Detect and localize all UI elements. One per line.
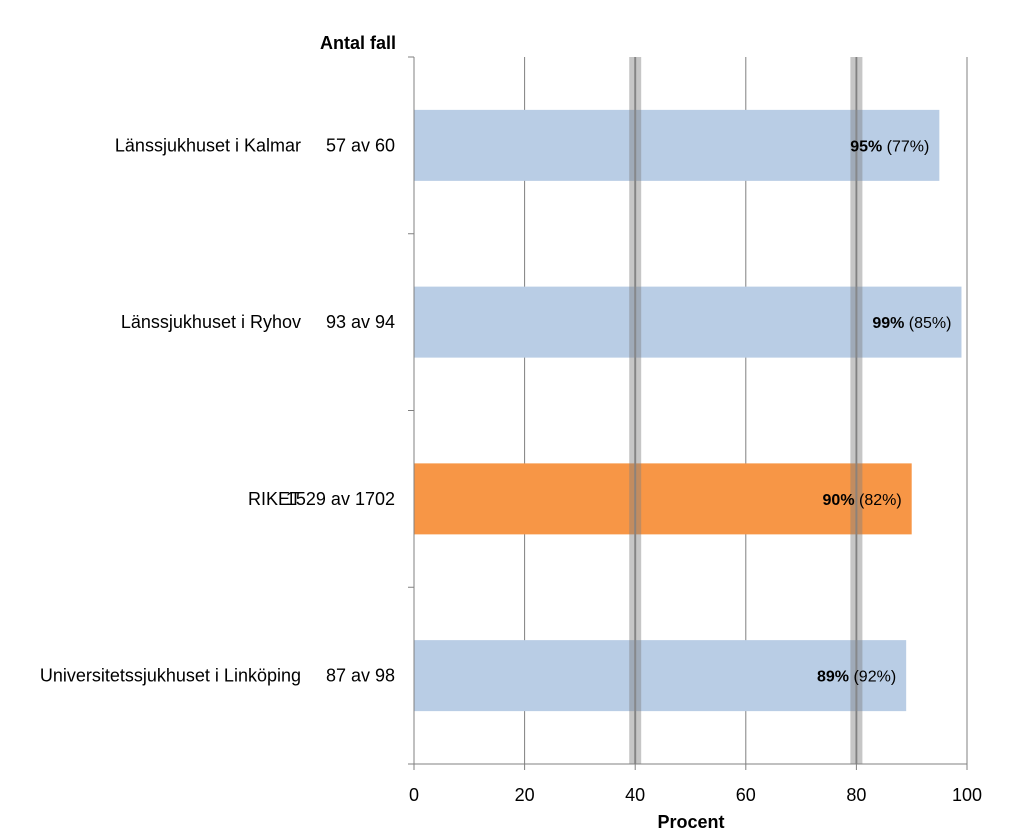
x-tick-label: 20 [515,785,535,805]
bar [414,109,940,181]
bar [414,640,907,712]
x-tick-label: 60 [736,785,756,805]
axes: 0 20 40 60 80 100 [408,56,982,805]
data-label-previous: (77%) [882,138,929,155]
labels: Länssjukhuset i Kalmar 57 av 60 95% (77%) L… [40,135,952,685]
count-label: 93 av 94 [326,312,395,332]
category-label: RIKET [248,489,301,509]
data-label: 95% (77%) [850,138,929,155]
category-label: Universitetssjukhuset i Linköping [40,666,301,686]
count-label: 1529 av 1702 [286,489,395,509]
category-label: Länssjukhuset i Ryhov [121,312,301,332]
data-label-previous: (82%) [855,492,902,509]
data-label-value: 90% [823,492,855,509]
x-axis-title: Procent [657,812,724,832]
column-header: Antal fall [320,33,396,53]
count-label: 87 av 98 [326,666,395,686]
x-tick-label: 100 [952,785,982,805]
x-tick-label: 40 [625,785,645,805]
bar [414,286,962,358]
data-label: 90% (82%) [823,492,902,509]
data-label-previous: (85%) [904,315,951,332]
data-label-value: 99% [872,315,904,332]
x-tick-label: 80 [846,785,866,805]
x-tick-label: 0 [409,785,419,805]
count-label: 57 av 60 [326,135,395,155]
category-label: Länssjukhuset i Kalmar [115,135,301,155]
bars [414,109,962,712]
data-label: 89% (92%) [817,669,896,686]
data-label-value: 95% [850,138,882,155]
reference-lines [629,57,863,764]
data-label-value: 89% [817,669,849,686]
data-label: 99% (85%) [872,315,951,332]
bar [414,463,912,535]
data-label-previous: (92%) [849,669,896,686]
